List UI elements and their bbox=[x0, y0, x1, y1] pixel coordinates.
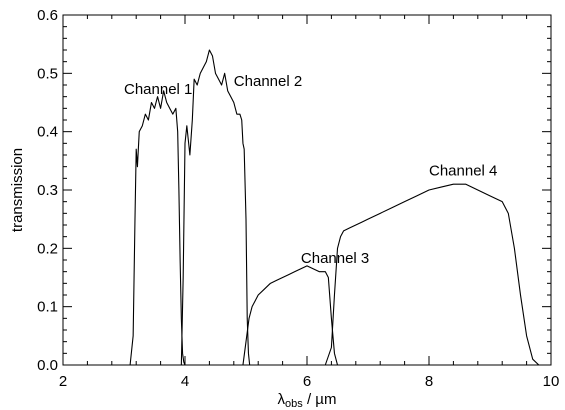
y-tick-label: 0.6 bbox=[37, 7, 58, 24]
labels-layer: 2 4 6 8 10 0.0 0.1 0.2 0.3 0.4 0.5 0.6 Channel 1 Chan… bbox=[37, 7, 559, 390]
x-axis-title-sub: obs bbox=[285, 398, 303, 410]
curves-layer bbox=[129, 49, 540, 366]
y-tick-label: 0.2 bbox=[37, 240, 58, 257]
x-tick-label: 2 bbox=[59, 373, 67, 390]
y-tick-label: 0.4 bbox=[37, 124, 58, 141]
channel-2-label: Channel 2 bbox=[234, 73, 302, 90]
channel-4-label: Channel 4 bbox=[429, 162, 497, 179]
plot-frame bbox=[62, 14, 552, 366]
x-axis-title-unit: / µm bbox=[303, 391, 337, 408]
y-tick-label: 0.0 bbox=[37, 357, 58, 374]
channel-4-curve bbox=[324, 183, 540, 366]
y-tick-label: 0.3 bbox=[37, 182, 58, 199]
y-tick-label: 0.1 bbox=[37, 299, 58, 316]
x-tick-label: 10 bbox=[543, 373, 560, 390]
y-axis-title: transmission bbox=[9, 148, 26, 232]
x-axis-title: λobs / µm bbox=[278, 391, 337, 410]
x-axis-title-main: λ bbox=[278, 391, 286, 408]
channel-1-label: Channel 1 bbox=[124, 81, 192, 98]
ticks-layer bbox=[62, 14, 552, 366]
x-tick-label: 6 bbox=[303, 373, 311, 390]
y-tick-label: 0.5 bbox=[37, 65, 58, 82]
channel-3-label: Channel 3 bbox=[301, 250, 369, 267]
channel-1-curve bbox=[129, 90, 186, 366]
x-tick-label: 8 bbox=[425, 373, 433, 390]
channel-2-curve bbox=[180, 49, 251, 366]
x-tick-label: 4 bbox=[181, 373, 189, 390]
channel-3-curve bbox=[242, 265, 339, 366]
